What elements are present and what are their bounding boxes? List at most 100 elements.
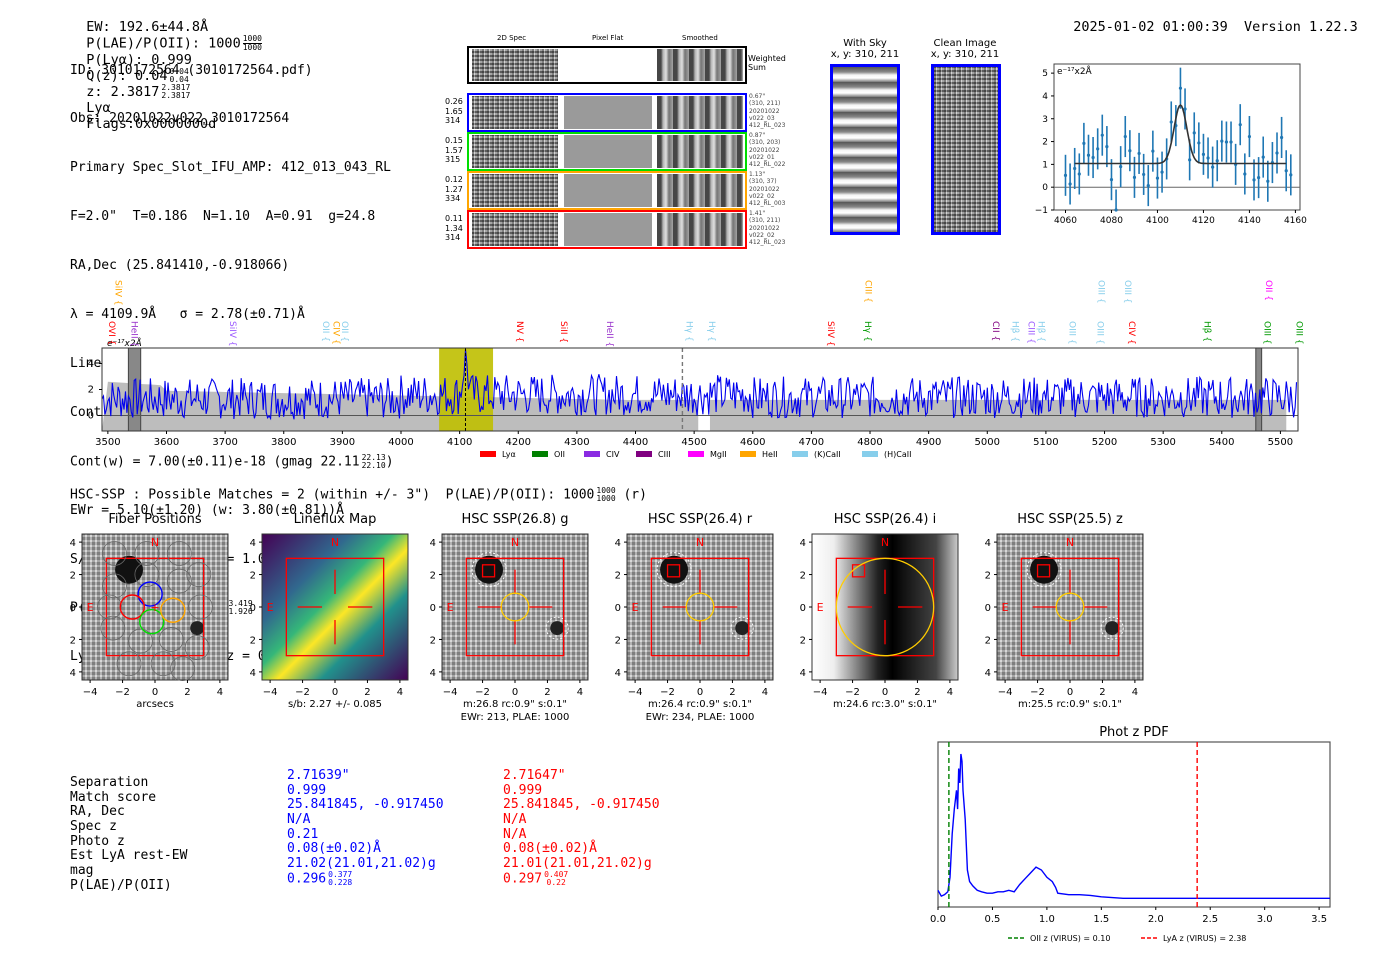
x-tick-label: 1.5 xyxy=(1093,914,1109,925)
fiber-stat: 314 xyxy=(445,233,461,242)
aperture-circle xyxy=(685,592,715,622)
fiber-2dspec-image xyxy=(472,213,558,246)
x-tick-label: 4 xyxy=(947,687,953,698)
bright-source xyxy=(1030,555,1059,584)
fiber-meta-line: 0.67" xyxy=(749,93,766,100)
fiber-circle xyxy=(158,627,184,652)
emission-line-label: OIII { xyxy=(1293,321,1303,345)
panel-caption: m:26.4 rc:0.9" s:0.1" xyxy=(648,699,752,710)
x-tick-label: 4600 xyxy=(740,437,765,448)
x-tick-label: −2 xyxy=(115,687,130,698)
east-label: E xyxy=(267,601,274,614)
fiber-meta-line: (310, 211) xyxy=(749,217,781,225)
legend-swatch xyxy=(688,451,704,457)
image-container xyxy=(627,534,773,680)
x-tick-label: 3.5 xyxy=(1311,914,1327,925)
fiber-meta-line: (310, 37) xyxy=(749,178,777,186)
fiber-circle xyxy=(102,573,127,599)
z-value: z: 2.3817 xyxy=(86,84,160,100)
info-line: Primary Spec_Slot_IFU_AMP: 412_013_043_R… xyxy=(70,160,391,176)
emission-line-label: Hβ { xyxy=(1010,321,1020,342)
fiber-meta-line: v022_02 xyxy=(749,231,775,239)
fiber-meta-line: 412_RL_022 xyxy=(749,161,786,169)
panel-caption-2: EWr: 234, PLAE: 1000 xyxy=(646,712,755,723)
source-aperture xyxy=(545,616,569,640)
info-line: RA,Dec (25.841410,-0.918066) xyxy=(70,258,290,274)
panel-title: HSC SSP(25.5) z xyxy=(1017,512,1123,527)
x-tick-label: 5100 xyxy=(1033,437,1058,448)
data-point xyxy=(1224,140,1229,144)
y-tick-label: 4 xyxy=(800,668,806,679)
match-label: Est LyA rest-EW xyxy=(70,848,188,864)
y-tick-label: 0 xyxy=(250,603,256,614)
x-tick-label: 2 xyxy=(1099,687,1105,698)
x-tick-label: 0 xyxy=(512,687,518,698)
y-tick-label: 0 xyxy=(615,603,621,614)
match-value: N/A xyxy=(287,812,311,828)
match-value: 0.999 xyxy=(503,782,543,798)
panel-title: HSC SSP(26.4) r xyxy=(647,512,753,527)
emission-line-label: HeII { xyxy=(128,321,138,347)
x-tick-label: 4 xyxy=(762,687,768,698)
z-line: Lyα xyxy=(86,100,111,116)
match-value: 0.08(±0.02)Å xyxy=(503,841,597,857)
data-point xyxy=(1105,144,1109,149)
fiber-meta-line: 20201022 xyxy=(749,107,780,115)
hsc-image xyxy=(997,534,1143,680)
y-tick-label: 0 xyxy=(430,603,436,614)
x-tick-label: 4 xyxy=(217,687,223,698)
fiber-stat: 334 xyxy=(445,194,461,203)
x-tick-label: 4060 xyxy=(1054,216,1077,226)
data-point xyxy=(1257,176,1261,180)
y-tick-label: −2 xyxy=(70,571,76,582)
fiber-circle xyxy=(100,615,126,641)
fiber-circle xyxy=(186,562,212,587)
plya-value: P(Lyα): 0.999 xyxy=(86,52,192,68)
match-blue-values: 2.71639" 0.999 25.841845, -0.917450 N/A 0.21… xyxy=(287,768,444,886)
data-point xyxy=(1289,173,1293,177)
faint-source xyxy=(735,621,750,636)
fiber-meta-line: (310, 203) xyxy=(749,139,781,147)
hsc-panel-3: N E 4 −4 2 −2 0 0 −2 2 −4 4 m:26.4 rc:0.9" s:0.1" EWr… xyxy=(615,533,774,723)
fiber-meta-line: v022_03 xyxy=(749,114,775,122)
photz-pdf-plot: Phot z PDF 0.0 0.5 1.0 1.5 2.0 2.5 3.0 3.5 OII z … xyxy=(930,725,1331,943)
fiber-2dspec-image xyxy=(472,174,558,207)
fiber-stat: 315 xyxy=(445,155,461,164)
search-box xyxy=(465,557,565,657)
emission-line-label: OVI { xyxy=(106,321,116,345)
timestamp: 2025-01-02 01:00:39 xyxy=(1073,19,1228,35)
legend-swatch xyxy=(532,451,548,457)
y-tick-label: 4 xyxy=(70,668,76,679)
panel-caption: m:24.6 rc:3.0" s:0.1" xyxy=(833,699,937,710)
fiber-meta-line: (310, 211) xyxy=(749,100,781,108)
data-point xyxy=(1192,131,1196,135)
panel-title: Lineflux Map xyxy=(293,512,377,527)
data-point xyxy=(1068,182,1072,186)
north-label: N xyxy=(696,536,704,549)
emission-line-label: CII { xyxy=(990,321,1000,341)
match-label: Match score xyxy=(70,789,157,805)
data-point xyxy=(1178,86,1183,90)
x-tick-label: 4000 xyxy=(388,437,413,448)
match-red-values: 2.71647" 0.999 25.841845, -0.917450 N/A N/A 0… xyxy=(503,768,660,886)
weighted-sum-row xyxy=(467,46,747,84)
x-tick-label: −4 xyxy=(813,687,828,698)
source-aperture xyxy=(1026,552,1062,588)
emission-line-label: Hγ { xyxy=(862,321,872,342)
fiber-pixelflat-image xyxy=(564,213,652,246)
hsc-panel-0: + N E 4 −4 2 −2 0 0 −2 2 −4 4 arcsecs xyxy=(70,533,229,710)
fiber-meta-line: v022_02 xyxy=(749,192,775,200)
match-value: 25.841845, -0.917450 xyxy=(503,797,660,813)
data-point xyxy=(1119,165,1123,169)
source-aperture xyxy=(656,552,692,588)
match-value: N/A xyxy=(503,812,527,828)
north-label: N xyxy=(151,536,159,549)
info-ewr: EWr = 5.10(±1.20) (w: 3.80(±0.81))Å xyxy=(70,502,344,518)
fiber-row xyxy=(467,171,747,210)
legend-label: MgII xyxy=(710,450,727,459)
panel-caption: arcsecs xyxy=(136,699,174,710)
source-marker xyxy=(481,564,496,578)
emission-line-label: OII { xyxy=(320,321,330,342)
source-marker xyxy=(1036,564,1051,578)
y-tick-label: 2 xyxy=(1042,138,1048,148)
